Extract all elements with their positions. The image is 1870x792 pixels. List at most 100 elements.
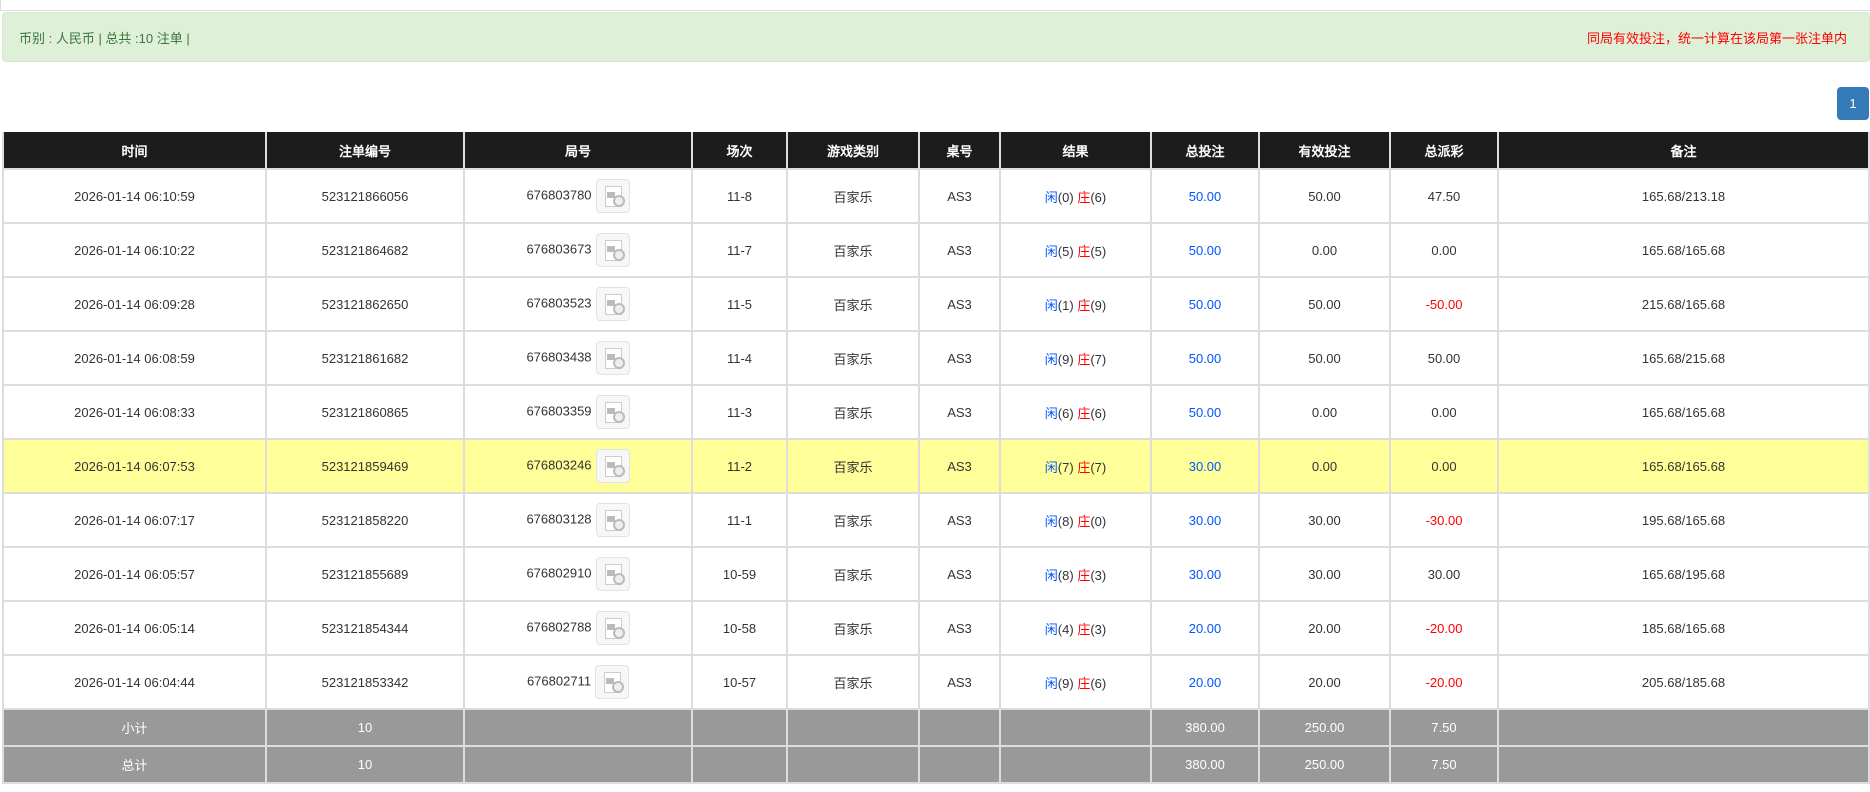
video-replay-icon[interactable] (595, 233, 630, 267)
cell-total-bet: 50.00 (1150, 330, 1260, 386)
cell-payout: 47.50 (1389, 168, 1499, 224)
table-row: 2026-01-14 06:05:57 523121855689 6768029… (2, 546, 1870, 602)
video-replay-icon[interactable] (595, 287, 630, 321)
round-number: 676802788 (526, 619, 592, 635)
cell-note: 195.68/165.68 (1497, 492, 1870, 548)
column-header-payout[interactable]: 总派彩 (1389, 132, 1499, 170)
cell-game-no: 10-57 (691, 654, 788, 710)
subtotal-row: 小计 10 380.00 250.00 7.50 (2, 708, 1870, 747)
notice-text: 同局有效投注，统一计算在该局第一张注单内 (1586, 30, 1847, 46)
cell-note: 165.68/165.68 (1497, 222, 1870, 278)
summary-alert: 币别 : 人民币 | 总共 :10 注单 | 同局有效投注，统一计算在该局第一张… (2, 12, 1870, 62)
column-header-round[interactable]: 局号 (463, 132, 693, 170)
player-value: (0) (1057, 189, 1074, 205)
table-row: 2026-01-14 06:08:33 523121860865 6768033… (2, 384, 1870, 440)
cell-bet-no: 523121862650 (265, 276, 465, 332)
cell-round: 676803359 (463, 384, 693, 440)
column-header-game-type[interactable]: 游戏类别 (786, 132, 920, 170)
banker-value: (5) (1090, 243, 1107, 259)
column-header-note[interactable]: 备注 (1497, 132, 1870, 170)
cell-total-bet: 20.00 (1150, 600, 1260, 656)
player-label: 闲 (1044, 675, 1058, 691)
cell-bet-no: 523121866056 (265, 168, 465, 224)
cell-round: 676803438 (463, 330, 693, 386)
cell-bet-no: 523121855689 (265, 546, 465, 602)
cell-time: 2026-01-14 06:10:22 (2, 222, 267, 278)
banker-label: 庄 (1077, 621, 1091, 637)
column-header-total-bet[interactable]: 总投注 (1150, 132, 1260, 170)
banker-value: (6) (1090, 405, 1107, 421)
cell-valid-bet: 0.00 (1258, 438, 1391, 494)
cell-note: 165.68/215.68 (1497, 330, 1870, 386)
player-label: 闲 (1044, 621, 1058, 637)
cell-result: 闲(8) 庄(0) (999, 492, 1152, 548)
video-replay-icon[interactable] (595, 341, 630, 375)
cell-time: 2026-01-14 06:10:59 (2, 168, 267, 224)
cell-bet-no: 523121861682 (265, 330, 465, 386)
cell-result: 闲(6) 庄(6) (999, 384, 1152, 440)
cell-total-bet: 50.00 (1150, 384, 1260, 440)
video-replay-icon[interactable] (595, 611, 630, 645)
grandtotal-valid-bet: 250.00 (1258, 745, 1391, 784)
cell-valid-bet: 30.00 (1258, 546, 1391, 602)
column-header-time[interactable]: 时间 (2, 132, 267, 170)
cell-time: 2026-01-14 06:08:59 (2, 330, 267, 386)
column-header-table-no[interactable]: 桌号 (918, 132, 1001, 170)
cell-result: 闲(4) 庄(3) (999, 600, 1152, 656)
cell-table-no: AS3 (918, 222, 1001, 278)
cell-time: 2026-01-14 06:04:44 (2, 654, 267, 710)
player-label: 闲 (1044, 297, 1058, 313)
column-header-result[interactable]: 结果 (999, 132, 1152, 170)
bet-records-table: 时间 注单编号 局号 场次 游戏类别 桌号 结果 总投注 有效投注 总派彩 备注 2026-01-1… (2, 132, 1870, 784)
cell-payout: -20.00 (1389, 654, 1499, 710)
cell-result: 闲(7) 庄(7) (999, 438, 1152, 494)
cell-result: 闲(9) 庄(7) (999, 330, 1152, 386)
column-header-game-no[interactable]: 场次 (691, 132, 788, 170)
cell-valid-bet: 20.00 (1258, 600, 1391, 656)
column-header-valid-bet[interactable]: 有效投注 (1258, 132, 1391, 170)
cell-bet-no: 523121860865 (265, 384, 465, 440)
cell-round: 676803128 (463, 492, 693, 548)
video-replay-icon[interactable] (595, 179, 630, 213)
subtotal-valid-bet: 250.00 (1258, 708, 1391, 747)
cell-note: 215.68/165.68 (1497, 276, 1870, 332)
player-value: (9) (1057, 675, 1074, 691)
cell-game-type: 百家乐 (786, 276, 920, 332)
banker-label: 庄 (1077, 459, 1091, 475)
cell-game-type: 百家乐 (786, 222, 920, 278)
pagination-page-1[interactable]: 1 (1837, 87, 1869, 120)
column-header-bet-no[interactable]: 注单编号 (265, 132, 465, 170)
video-replay-icon[interactable] (595, 449, 630, 483)
video-replay-icon[interactable] (595, 395, 630, 429)
cell-valid-bet: 0.00 (1258, 222, 1391, 278)
cell-payout: 30.00 (1389, 546, 1499, 602)
table-row: 2026-01-14 06:04:44 523121853342 6768027… (2, 654, 1870, 710)
cell-table-no: AS3 (918, 384, 1001, 440)
cell-time: 2026-01-14 06:05:57 (2, 546, 267, 602)
subtotal-total-bet: 380.00 (1150, 708, 1260, 747)
cell-game-type: 百家乐 (786, 438, 920, 494)
table-row: 2026-01-14 06:07:17 523121858220 6768031… (2, 492, 1870, 548)
cell-game-no: 10-59 (691, 546, 788, 602)
cell-bet-no: 523121853342 (265, 654, 465, 710)
round-number: 676803128 (526, 511, 592, 527)
video-replay-icon[interactable] (595, 557, 630, 591)
cell-table-no: AS3 (918, 654, 1001, 710)
cell-result: 闲(5) 庄(5) (999, 222, 1152, 278)
banker-label: 庄 (1077, 675, 1091, 691)
video-replay-icon[interactable] (595, 665, 630, 699)
cell-total-bet: 50.00 (1150, 168, 1260, 224)
cell-valid-bet: 30.00 (1258, 492, 1391, 548)
cell-game-no: 11-4 (691, 330, 788, 386)
player-value: (8) (1057, 567, 1074, 583)
banker-value: (6) (1090, 675, 1107, 691)
cell-round: 676802711 (463, 654, 693, 710)
cell-payout: -50.00 (1389, 276, 1499, 332)
cell-round: 676803523 (463, 276, 693, 332)
table-row: 2026-01-14 06:10:59 523121866056 6768037… (2, 168, 1870, 224)
cell-result: 闲(9) 庄(6) (999, 654, 1152, 710)
video-replay-icon[interactable] (595, 503, 630, 537)
cell-time: 2026-01-14 06:09:28 (2, 276, 267, 332)
subtotal-payout: 7.50 (1389, 708, 1499, 747)
cell-game-type: 百家乐 (786, 492, 920, 548)
